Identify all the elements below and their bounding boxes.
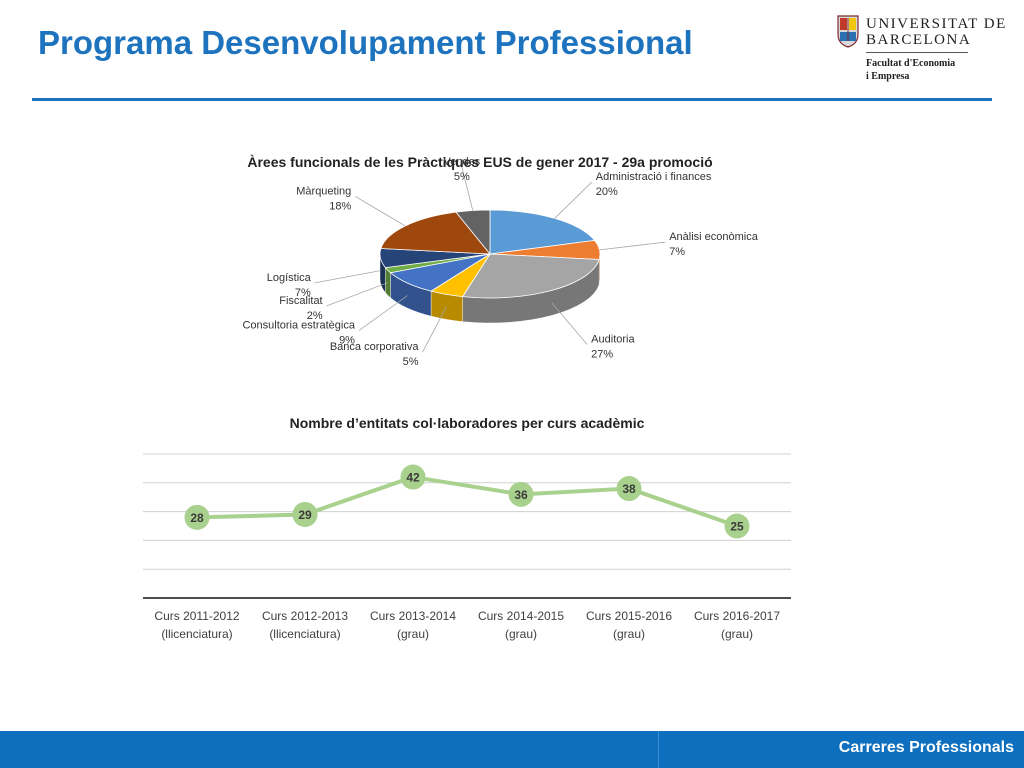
- pie-leader-fiscalitat: [326, 282, 388, 307]
- line-point-label-2: 29: [298, 508, 312, 522]
- pie-leader-auditoria: [551, 302, 588, 345]
- pie-label-logistica: Logística: [267, 272, 312, 284]
- pie-value-vendes: 5%: [454, 171, 470, 183]
- line-x-tick-labels: Curs 2011-2012 (llicenciatura) Curs 2012-2…: [154, 609, 780, 641]
- x-tick-label-5-2: (grau): [613, 627, 645, 641]
- pie-value-consultoria-estrategica: 9%: [339, 335, 355, 347]
- footer-label: Carreres Professionals: [838, 739, 1014, 756]
- line-point-label-4: 36: [514, 488, 528, 502]
- pie-leader-consultoria-estrategica: [358, 295, 408, 331]
- pie-label-administracio-i-finances: Administració i finances: [596, 171, 712, 183]
- line-chart: Nombre d’entitats col·laboradores per cu…: [143, 415, 791, 641]
- line-series: [195, 475, 739, 528]
- pie-leader-analisi-economica: [599, 241, 666, 251]
- university-shield-icon: [837, 15, 859, 48]
- line-point-5: [616, 476, 642, 502]
- pie-label-auditoria: Auditoria: [591, 333, 635, 345]
- pie-value-banca-corporativa: 5%: [403, 356, 419, 368]
- pie-leader-logistica: [314, 270, 381, 284]
- x-tick-label-3-1: Curs 2013-2014: [370, 609, 456, 623]
- x-tick-label-4-1: Curs 2014-2015: [478, 609, 564, 623]
- logo-divider: [866, 52, 968, 53]
- pie-value-fiscalitat: 2%: [307, 310, 323, 322]
- pie-value-auditoria: 27%: [591, 348, 613, 360]
- faculty-line-1: Facultat d'Economia: [866, 58, 956, 69]
- pie-label-consultoria-estrategica: Consultoria estratègica: [242, 320, 355, 332]
- faculty-line-2: i Empresa: [866, 71, 910, 82]
- pie-slice-administracio-i-finances: [489, 209, 596, 255]
- x-tick-label-1-1: Curs 2011-2012: [154, 609, 239, 623]
- pie-chart-title: Àrees funcionals de les Pràctiques EUS d…: [247, 154, 712, 170]
- pie-value-logistica: 7%: [295, 287, 311, 299]
- line-point-2: [292, 501, 318, 527]
- line-point-label-1: 28: [190, 511, 204, 525]
- pie-label-analisi-economica: Anàlisi econòmica: [669, 231, 759, 243]
- pie-label-fiscalitat: Fiscalitat: [279, 295, 322, 307]
- pie-chart: Àrees funcionals de les Pràctiques EUS d…: [242, 154, 758, 368]
- pie-label-marqueting: Màrqueting: [296, 185, 351, 197]
- line-point-3: [400, 464, 426, 490]
- pie-slices: [379, 209, 601, 299]
- line-chart-title: Nombre d’entitats col·laboradores per cu…: [290, 415, 645, 431]
- title-divider: [32, 98, 992, 101]
- line-points: 28 29 42 36 38 25: [184, 464, 750, 539]
- x-tick-label-1-2: (llicenciatura): [161, 627, 232, 641]
- pie-leader-vendes: [461, 166, 474, 211]
- pie-labels: Administració i finances 20% Anàlisi econò…: [242, 156, 758, 368]
- pie-slice-auditoria: [461, 253, 600, 299]
- x-tick-label-5-1: Curs 2015-2016: [586, 609, 672, 623]
- page-title: Programa Desenvolupament Professional: [38, 24, 693, 61]
- line-point-6: [724, 513, 750, 539]
- line-gridlines: [143, 453, 791, 570]
- pie-leader-administracio-i-finances: [554, 181, 593, 219]
- x-tick-label-4-2: (grau): [505, 627, 537, 641]
- x-tick-label-2-1: Curs 2012-2013: [262, 609, 348, 623]
- x-tick-label-6-1: Curs 2016-2017: [694, 609, 780, 623]
- pie-slice-marqueting: [380, 211, 491, 255]
- pie-label-banca-corporativa: Banca corporativa: [330, 341, 420, 353]
- line-point-label-6: 25: [730, 520, 744, 534]
- logo-line-2: BARCELONA: [866, 32, 972, 48]
- x-tick-label-3-2: (grau): [397, 627, 429, 641]
- line-point-1: [184, 504, 210, 530]
- line-point-4: [508, 481, 534, 507]
- footer-divider: [658, 731, 659, 768]
- x-tick-label-6-2: (grau): [721, 627, 753, 641]
- line-point-label-5: 38: [622, 482, 636, 496]
- pie-label-vendes: Vendes: [443, 156, 480, 168]
- logo-line-1: UNIVERSITAT DE: [866, 16, 1007, 32]
- pie-leader-marqueting: [355, 196, 406, 227]
- x-tick-label-2-2: (llicenciatura): [269, 627, 340, 641]
- pie-value-administracio-i-finances: 20%: [596, 186, 618, 198]
- pie-value-analisi-economica: 7%: [669, 246, 685, 258]
- line-point-label-3: 42: [406, 471, 420, 485]
- university-logo: UNIVERSITAT DE BARCELONA Facultat d'Econ…: [836, 14, 1005, 89]
- pie-value-marqueting: 18%: [329, 200, 351, 212]
- footer-bar: Carreres Professionals: [0, 731, 1024, 768]
- pie-leader-banca-corporativa: [422, 306, 447, 353]
